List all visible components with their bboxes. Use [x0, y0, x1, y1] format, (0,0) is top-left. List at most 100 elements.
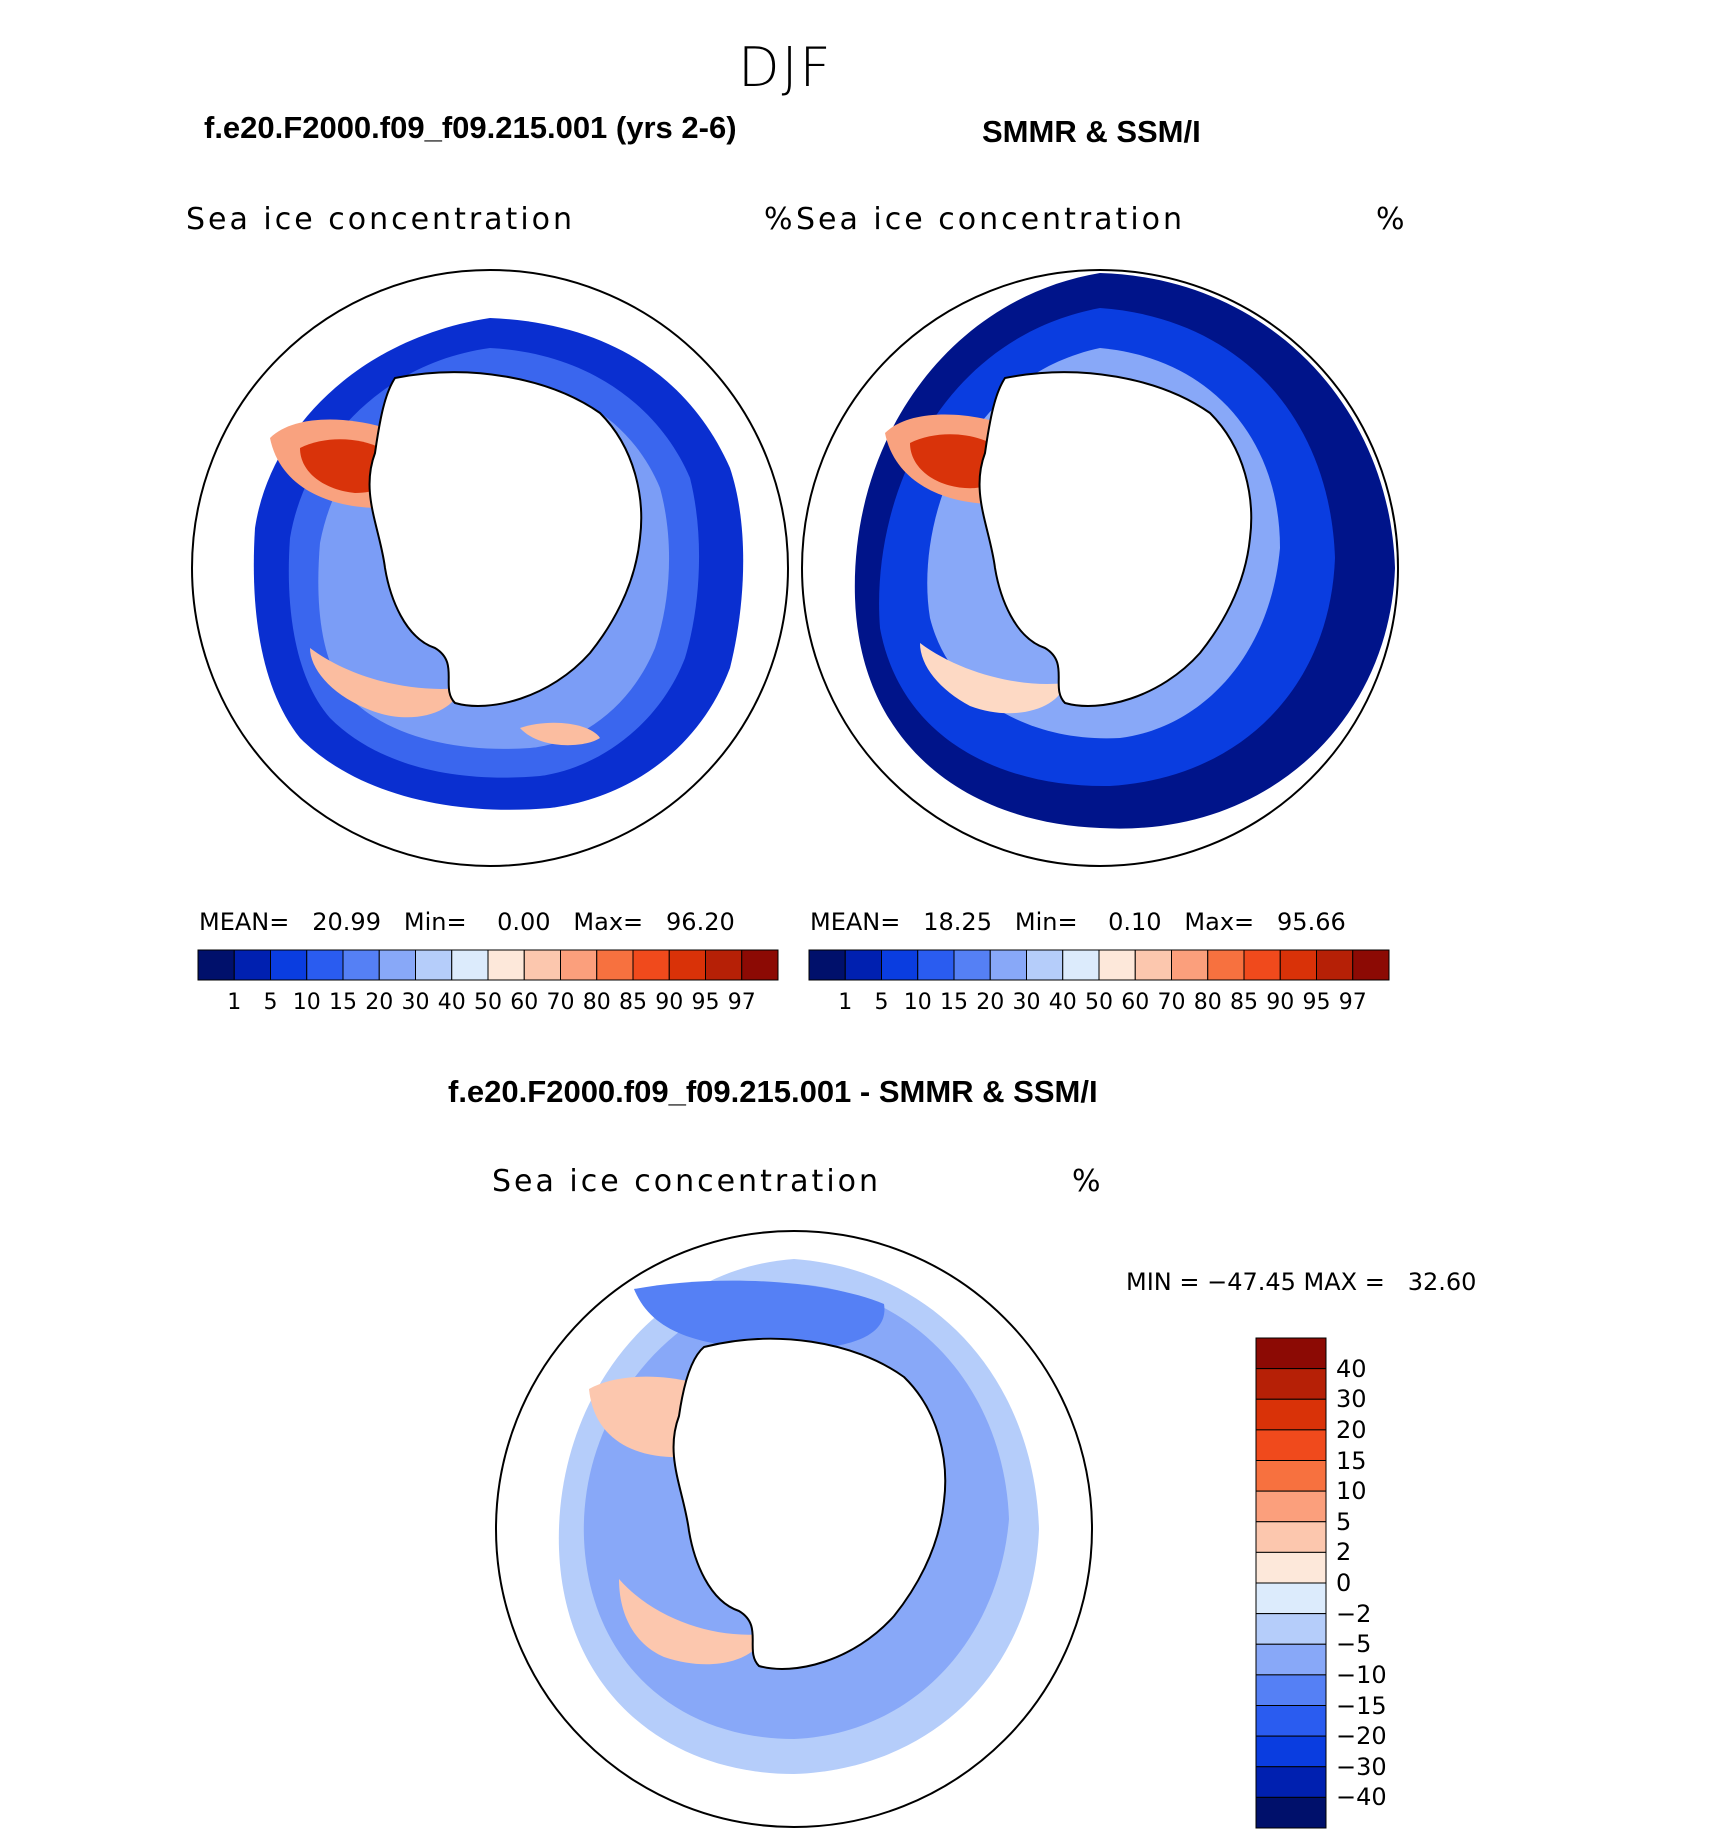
model-colorbar-tick-label: 1 [227, 990, 242, 1015]
obs-colorbar [808, 949, 1390, 981]
obs-colorbar-tick-label: 60 [1121, 990, 1150, 1015]
model-colorbar-swatch [378, 949, 416, 981]
difference-colorbar-swatch [1255, 1429, 1327, 1461]
difference-colorbar-swatch [1255, 1674, 1327, 1706]
difference-polar-map [495, 1230, 1093, 1828]
model-colorbar-swatch [705, 949, 743, 981]
model-min-label: Min= [403, 908, 467, 936]
obs-colorbar-swatch [1098, 949, 1136, 981]
model-colorbar-tick-label: 5 [263, 990, 278, 1015]
obs-polar-map [801, 269, 1399, 867]
difference-colorbar-tick-label: −20 [1336, 1722, 1387, 1751]
obs-colorbar-swatch [1134, 949, 1172, 981]
model-mean-label: MEAN= [199, 908, 290, 936]
obs-min-value: 0.10 [1108, 908, 1162, 936]
model-colorbar-swatch [342, 949, 380, 981]
difference-colorbar-swatch [1255, 1705, 1327, 1737]
model-colorbar-tick-label: 80 [582, 990, 611, 1015]
obs-colorbar-swatch [1171, 949, 1209, 981]
model-colorbar-tick-label: 15 [329, 990, 357, 1015]
obs-colorbar-tick-label: 40 [1048, 990, 1077, 1015]
difference-minmax: MIN = −47.45 MAX = 32.60 [1126, 1268, 1477, 1296]
difference-colorbar-tick-label: 40 [1336, 1354, 1367, 1383]
model-subtitle: Sea ice concentration [186, 202, 576, 237]
obs-colorbar-tick-label: 20 [976, 990, 1005, 1015]
obs-colorbar-tick-label: 5 [874, 990, 889, 1015]
difference-colorbar-swatch [1255, 1613, 1327, 1645]
model-colorbar-swatch [306, 949, 344, 981]
difference-colorbar-swatch [1255, 1337, 1327, 1370]
obs-mean-label: MEAN= [810, 908, 901, 936]
obs-colorbar-labels: 1 5 10 15 20 30 40 50 60 70 80 85 90 95 97 [809, 990, 1389, 1020]
obs-stats: MEAN= 18.25 Min= 0.10 Max= 95.66 [810, 908, 1346, 936]
model-colorbar-swatch [233, 949, 271, 981]
difference-colorbar-tick-label: 10 [1336, 1477, 1367, 1506]
difference-colorbar-swatch [1255, 1643, 1327, 1676]
model-colorbar-tick-label: 90 [655, 990, 684, 1015]
model-stats: MEAN= 20.99 Min= 0.00 Max= 96.20 [199, 908, 735, 936]
difference-colorbar-swatch [1255, 1735, 1327, 1768]
model-max-value: 96.20 [666, 908, 735, 936]
obs-colorbar-tick-label: 50 [1085, 990, 1113, 1015]
obs-colorbar-swatch [1316, 949, 1354, 981]
model-colorbar-swatch [741, 949, 779, 981]
difference-colorbar [1255, 1337, 1327, 1829]
obs-colorbar-swatch [989, 949, 1027, 981]
model-polar-map [191, 269, 789, 867]
model-colorbar-tick-label: 20 [365, 990, 394, 1015]
model-colorbar-tick-label: 95 [691, 990, 720, 1015]
difference-colorbar-swatch [1255, 1796, 1327, 1829]
model-colorbar-swatch [487, 949, 525, 981]
obs-min-label: Min= [1014, 908, 1078, 936]
obs-colorbar-swatch [1026, 949, 1064, 981]
model-colorbar-swatch [451, 949, 489, 981]
difference-colorbar-tick-label: 2 [1336, 1538, 1352, 1567]
obs-colorbar-tick-label: 95 [1302, 990, 1331, 1015]
obs-colorbar-tick-label: 1 [838, 990, 853, 1015]
model-colorbar-swatch [523, 949, 561, 981]
difference-colorbar-labels: 40 30 20 15 10 5 2 0 −2 −5 −10 −15 −20 −30 −40 [1336, 1338, 1436, 1828]
difference-colorbar-tick-label: −40 [1336, 1783, 1387, 1812]
difference-colorbar-tick-label: 5 [1336, 1507, 1352, 1536]
difference-subtitle: Sea ice concentration [492, 1164, 882, 1199]
model-colorbar-swatch [560, 949, 598, 981]
obs-colorbar-tick-label: 85 [1230, 990, 1258, 1015]
model-colorbar-tick-label: 40 [437, 990, 466, 1015]
obs-panel-heading: SMMR & SSM/I [982, 114, 1201, 149]
obs-colorbar-swatch [808, 949, 846, 981]
model-mean-value: 20.99 [312, 908, 381, 936]
obs-colorbar-tick-label: 80 [1193, 990, 1222, 1015]
obs-units: % [1376, 202, 1408, 237]
model-colorbar [197, 949, 779, 981]
obs-colorbar-swatch [881, 949, 919, 981]
obs-subtitle: Sea ice concentration [796, 202, 1186, 237]
model-colorbar-labels: 1 5 10 15 20 30 40 50 60 70 80 85 90 95 97 [198, 990, 778, 1020]
obs-colorbar-swatch [1243, 949, 1281, 981]
difference-colorbar-tick-label: 0 [1336, 1569, 1352, 1597]
model-colorbar-tick-label: 97 [727, 990, 756, 1015]
difference-colorbar-swatch [1255, 1398, 1327, 1431]
page-title: DJF [738, 36, 833, 99]
model-colorbar-swatch [415, 949, 453, 981]
model-colorbar-tick-label: 70 [546, 990, 575, 1015]
difference-colorbar-tick-label: 30 [1336, 1385, 1367, 1414]
difference-colorbar-swatch [1255, 1582, 1327, 1615]
obs-colorbar-swatch [1062, 949, 1100, 981]
model-colorbar-swatch [270, 949, 308, 981]
difference-colorbar-swatch [1255, 1460, 1327, 1492]
difference-colorbar-tick-label: −5 [1336, 1630, 1372, 1659]
model-colorbar-swatch [668, 949, 706, 981]
model-colorbar-tick-label: 30 [401, 990, 430, 1015]
model-panel-heading: f.e20.F2000.f09_f09.215.001 (yrs 2-6) [204, 110, 737, 145]
model-colorbar-tick-label: 85 [619, 990, 647, 1015]
model-units: % [764, 202, 796, 237]
model-colorbar-tick-label: 10 [292, 990, 321, 1015]
difference-colorbar-tick-label: 20 [1336, 1415, 1367, 1444]
difference-colorbar-swatch [1255, 1368, 1327, 1400]
obs-colorbar-tick-label: 70 [1157, 990, 1186, 1015]
obs-colorbar-tick-label: 97 [1338, 990, 1367, 1015]
model-colorbar-tick-label: 60 [510, 990, 539, 1015]
obs-colorbar-swatch [1207, 949, 1245, 981]
model-colorbar-swatch [632, 949, 670, 981]
difference-colorbar-tick-label: −10 [1336, 1660, 1387, 1689]
